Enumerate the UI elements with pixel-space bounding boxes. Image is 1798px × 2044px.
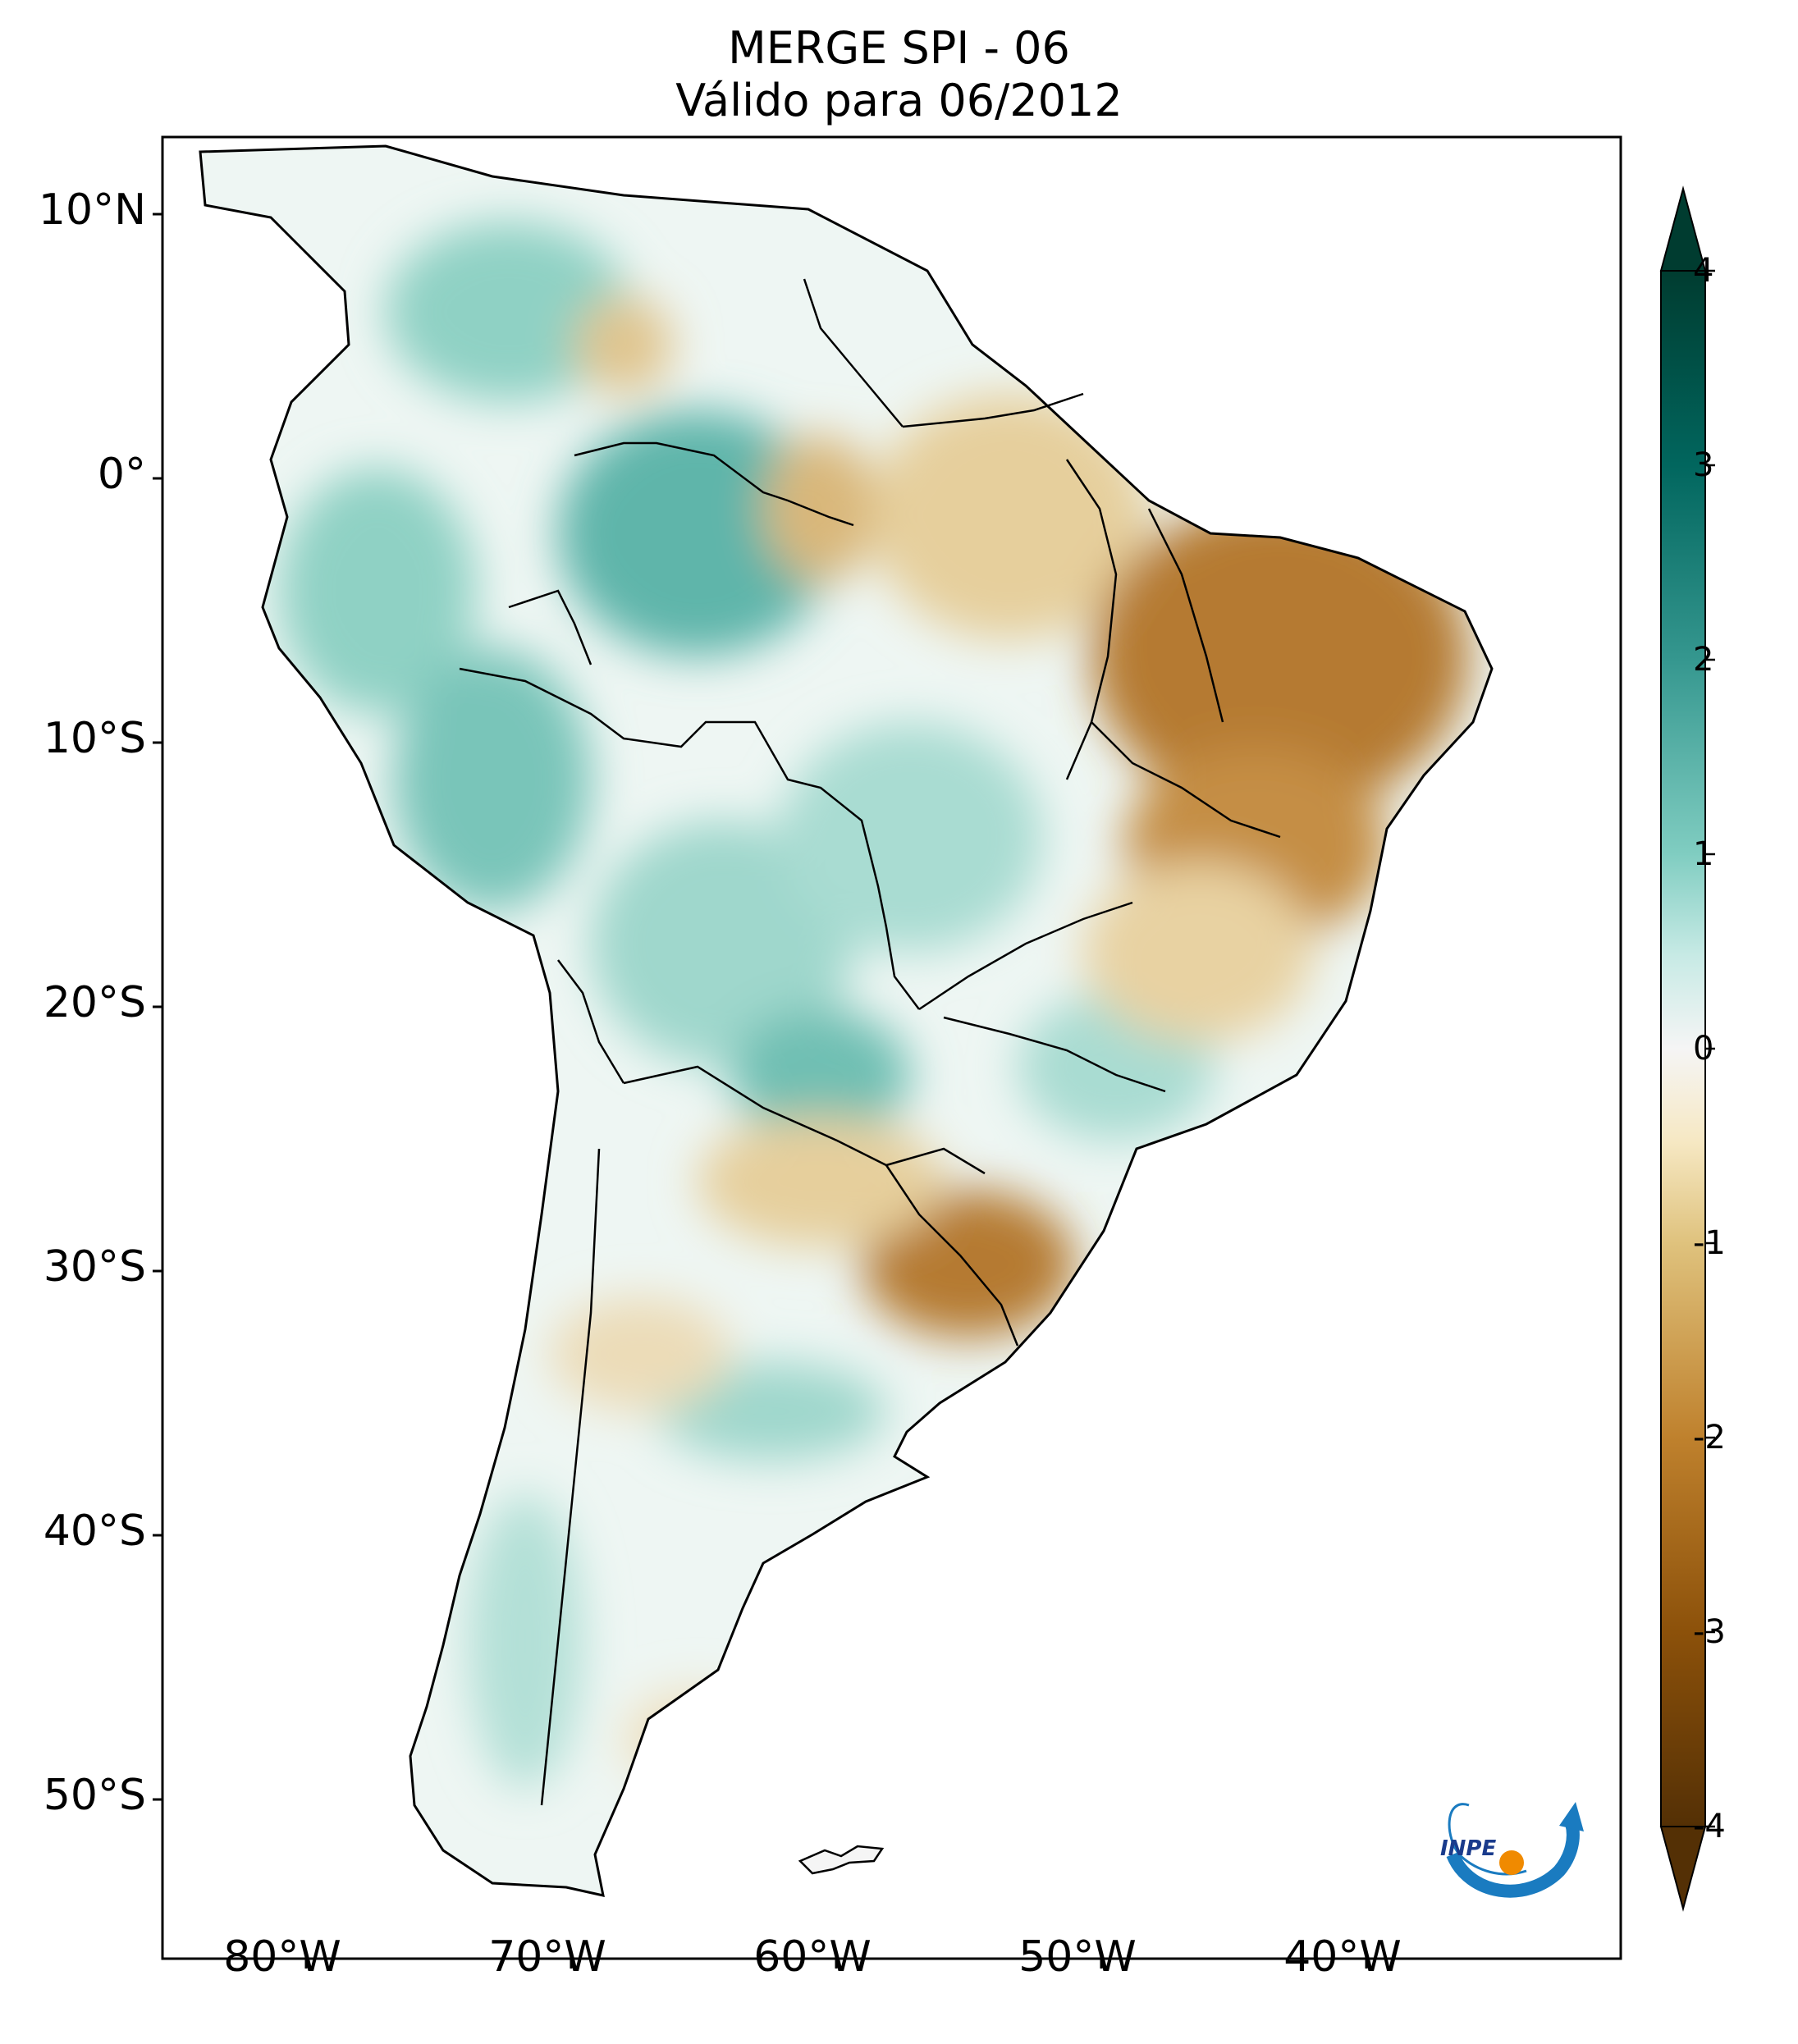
colorbar-bar (1660, 270, 1706, 1827)
lat-label-20s: 20°S (43, 978, 146, 1027)
colorbar-label-minus-3: -3 (1693, 1613, 1726, 1651)
positive-anomaly-peru (394, 648, 591, 911)
country-borders (459, 278, 1281, 1806)
border-brazil-states-3 (1091, 721, 1281, 839)
colorbar-label-3: 3 (1693, 446, 1714, 484)
lon-label-60w: 60°W (753, 1932, 872, 1982)
map-title: MERGE SPI - 06 (728, 22, 1070, 74)
lat-label-30s: 30°S (43, 1242, 146, 1292)
negative-anomaly-cuyo (550, 1296, 730, 1411)
colorbar-ticks (1705, 269, 1715, 1828)
colorbar-label-minus-2: -2 (1693, 1419, 1726, 1456)
border-suriname (902, 392, 1084, 428)
lon-label-40w: 40°W (1283, 1932, 1402, 1982)
inpe-logo-text: INPE (1440, 1836, 1497, 1861)
lat-label-50s: 50°S (43, 1771, 146, 1820)
map-subtitle: Válido para 06/2012 (675, 75, 1123, 126)
colorbar-label-0: 0 (1693, 1030, 1714, 1068)
positive-anomaly-paraguay (730, 1009, 911, 1141)
lat-label-10n: 10°N (38, 185, 146, 235)
negative-anomaly-northeast (1091, 501, 1469, 812)
negative-anomaly-minas (1083, 862, 1313, 1042)
colorbar-min-extension (1659, 1826, 1707, 1912)
border-brazil-states-1 (1065, 459, 1118, 780)
falkland-islands (798, 1845, 885, 1875)
negative-anomaly-amapa (870, 394, 1149, 640)
negative-anomaly-argentina-north (698, 1116, 944, 1247)
border-brazil-states-5 (918, 901, 1133, 1011)
colorbar-label-1: 1 (1693, 835, 1714, 873)
positive-anomaly-amazon (558, 410, 837, 656)
axis-ticks (153, 213, 1368, 1969)
colorbar-label-minus-4: -4 (1693, 1808, 1726, 1845)
border-chile-argentina (540, 1148, 601, 1806)
lon-label-50w: 50°W (1018, 1932, 1137, 1982)
colorbar-label-2: 2 (1693, 641, 1714, 679)
colorbar-label-minus-1: -1 (1693, 1224, 1726, 1262)
border-peru-brazil (508, 589, 592, 665)
lon-label-80w: 80°W (223, 1932, 341, 1982)
border-brazil-states-4 (943, 1016, 1166, 1093)
positive-anomaly-bolivia (591, 821, 853, 1067)
negative-anomaly-venezuela (574, 295, 673, 394)
positive-anomaly-mato-grosso (780, 722, 1042, 952)
border-brazil-west (459, 667, 920, 1010)
colorbar-label-4: 4 (1693, 252, 1714, 290)
logo-inner-arc (1448, 1803, 1527, 1876)
border-brazil-states-2 (1147, 508, 1224, 723)
lat-label-0: 0° (97, 450, 146, 499)
border-colombia-brazil (574, 441, 854, 527)
lon-label-70w: 70°W (488, 1932, 606, 1982)
colorbar (1659, 185, 1715, 1912)
spi-anomaly-blobs (279, 222, 1469, 1789)
positive-anomaly-colombia (386, 222, 632, 402)
border-bolivia-argentina (557, 959, 625, 1084)
border-uruguay (885, 1164, 1019, 1347)
inpe-logo (1446, 1802, 1584, 1898)
positive-anomaly-ecuador (279, 468, 476, 714)
negative-anomaly-para (763, 435, 878, 583)
logo-orange-dot (1499, 1850, 1524, 1875)
logo-arrow-head (1559, 1802, 1584, 1831)
logo-swoosh (1446, 1821, 1580, 1898)
border-guyana (803, 278, 904, 428)
lat-label-10s: 10°S (43, 714, 146, 763)
negative-anomaly-rio-grande (862, 1190, 1075, 1338)
border-argentina-paraguay (623, 1065, 986, 1175)
positive-anomaly-patagonia (468, 1493, 583, 1789)
lat-label-40s: 40°S (43, 1507, 146, 1556)
